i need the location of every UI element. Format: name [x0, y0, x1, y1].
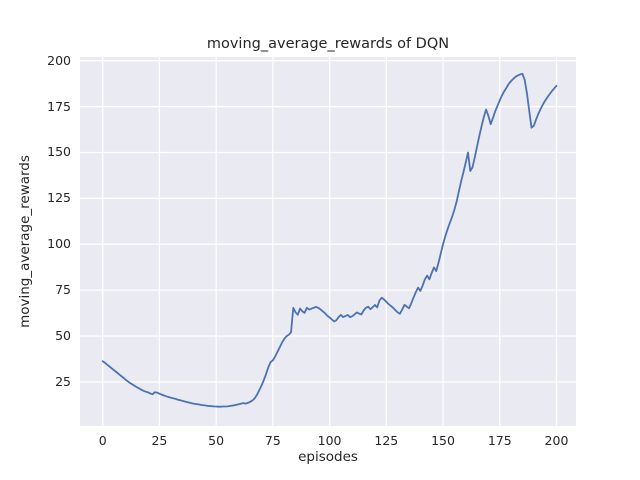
y-tick-label: 150 — [47, 144, 71, 160]
plot-area — [80, 57, 576, 426]
x-tick-label: 175 — [487, 433, 512, 448]
line-chart — [80, 57, 576, 426]
x-tick-label: 50 — [208, 433, 225, 448]
x-tick-label: 200 — [544, 433, 569, 448]
x-tick-label: 25 — [151, 433, 168, 448]
y-tick-label: 125 — [47, 190, 71, 206]
x-tick-label: 100 — [317, 433, 342, 448]
chart-title: moving_average_rewards of DQN — [206, 36, 450, 52]
x-tick-label: 75 — [264, 433, 281, 448]
x-axis-title: episodes — [298, 449, 358, 465]
y-tick-label: 100 — [47, 236, 71, 252]
y-tick-label: 75 — [55, 282, 71, 298]
x-tick-label: 150 — [431, 433, 455, 448]
x-tick-label: 125 — [374, 433, 399, 448]
y-tick-label: 25 — [55, 373, 71, 389]
x-tick-label: 0 — [98, 433, 107, 448]
reward-line-series — [101, 72, 558, 408]
y-tick-label: 50 — [55, 328, 71, 344]
y-tick-label: 200 — [47, 52, 71, 68]
y-tick-label: 175 — [47, 98, 71, 114]
